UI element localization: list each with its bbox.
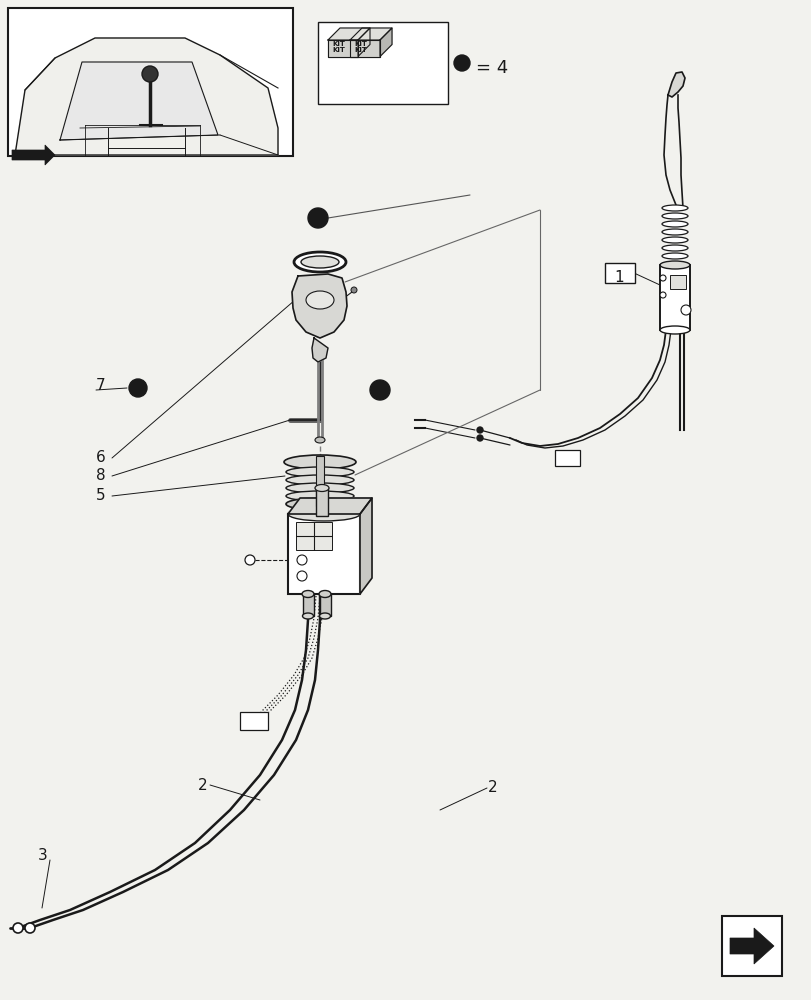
Polygon shape	[328, 40, 358, 56]
Bar	[659, 265, 689, 330]
Text: 6: 6	[96, 450, 105, 466]
Polygon shape	[350, 40, 380, 56]
Circle shape	[453, 55, 470, 71]
Ellipse shape	[301, 256, 338, 268]
Text: 2: 2	[198, 778, 208, 792]
Ellipse shape	[288, 507, 359, 521]
Text: 7: 7	[96, 377, 105, 392]
Polygon shape	[12, 145, 55, 165]
Text: 8: 8	[96, 468, 105, 484]
Bar	[318, 22, 448, 104]
Bar	[554, 450, 579, 466]
Polygon shape	[667, 72, 684, 97]
Polygon shape	[311, 338, 328, 362]
Circle shape	[370, 380, 389, 400]
Bar	[240, 712, 268, 730]
Ellipse shape	[315, 485, 328, 491]
Polygon shape	[350, 28, 392, 40]
Text: KIT: KIT	[332, 47, 345, 53]
Polygon shape	[358, 28, 370, 56]
Ellipse shape	[306, 291, 333, 309]
Text: 5: 5	[96, 488, 105, 504]
Bar	[315, 456, 324, 506]
Polygon shape	[292, 274, 346, 338]
Bar	[315, 488, 328, 516]
Ellipse shape	[661, 253, 687, 259]
Ellipse shape	[303, 613, 313, 619]
Bar	[303, 594, 314, 616]
Circle shape	[350, 287, 357, 293]
Circle shape	[680, 305, 690, 315]
Bar	[669, 275, 685, 289]
Polygon shape	[15, 38, 277, 155]
FancyBboxPatch shape	[604, 263, 634, 283]
Text: = 4: = 4	[475, 59, 508, 77]
Bar	[8, 8, 293, 156]
Ellipse shape	[302, 590, 314, 597]
Circle shape	[245, 555, 255, 565]
Bar	[288, 514, 359, 594]
Ellipse shape	[659, 326, 689, 334]
Ellipse shape	[285, 483, 354, 493]
Ellipse shape	[285, 498, 354, 510]
Polygon shape	[359, 498, 371, 594]
Ellipse shape	[285, 475, 354, 485]
Polygon shape	[328, 28, 370, 40]
Circle shape	[297, 555, 307, 565]
Ellipse shape	[661, 245, 687, 251]
Text: KIT: KIT	[354, 41, 367, 47]
Circle shape	[25, 923, 35, 933]
Polygon shape	[380, 28, 392, 56]
Ellipse shape	[661, 221, 687, 227]
Ellipse shape	[661, 229, 687, 235]
Circle shape	[659, 292, 665, 298]
Text: KIT: KIT	[354, 47, 367, 53]
Polygon shape	[60, 62, 217, 140]
Circle shape	[476, 427, 483, 433]
Circle shape	[659, 275, 665, 281]
Ellipse shape	[319, 613, 330, 619]
Ellipse shape	[285, 467, 354, 477]
Ellipse shape	[661, 213, 687, 219]
Ellipse shape	[315, 437, 324, 443]
Circle shape	[142, 66, 158, 82]
Bar	[320, 594, 331, 616]
Polygon shape	[729, 928, 773, 964]
Circle shape	[476, 435, 483, 441]
Ellipse shape	[659, 261, 689, 269]
Bar	[296, 522, 332, 550]
Ellipse shape	[661, 237, 687, 243]
Circle shape	[297, 571, 307, 581]
Ellipse shape	[661, 205, 687, 211]
Bar	[721, 916, 781, 976]
Text: KIT: KIT	[332, 41, 345, 47]
Ellipse shape	[294, 252, 345, 272]
Ellipse shape	[284, 455, 355, 469]
Text: 1: 1	[613, 269, 623, 284]
Text: 3: 3	[38, 848, 48, 862]
Ellipse shape	[319, 590, 331, 597]
Text: 2: 2	[487, 780, 497, 796]
Circle shape	[13, 923, 23, 933]
Circle shape	[307, 208, 328, 228]
Polygon shape	[288, 498, 371, 514]
Ellipse shape	[285, 491, 354, 501]
Circle shape	[129, 379, 147, 397]
